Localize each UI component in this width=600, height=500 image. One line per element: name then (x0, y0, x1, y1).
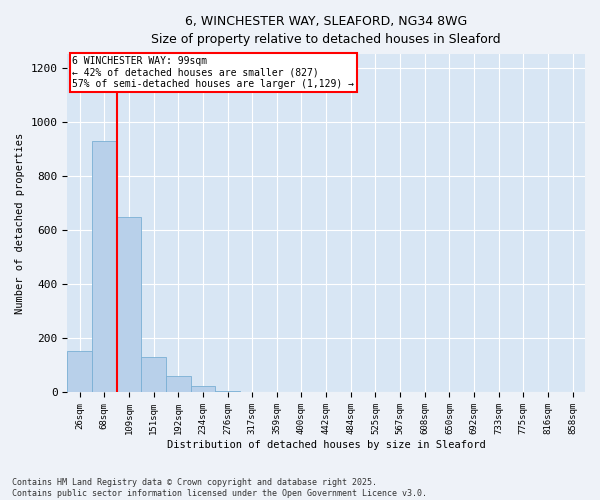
X-axis label: Distribution of detached houses by size in Sleaford: Distribution of detached houses by size … (167, 440, 485, 450)
Bar (141, 358, 166, 392)
Text: 6 WINCHESTER WAY: 99sqm
← 42% of detached houses are smaller (827)
57% of semi-d: 6 WINCHESTER WAY: 99sqm ← 42% of detache… (73, 56, 355, 89)
Bar (116, 216, 141, 392)
Bar (67, 350, 92, 393)
Bar (215, 391, 240, 392)
Bar (92, 140, 116, 392)
Bar (166, 376, 191, 392)
Title: 6, WINCHESTER WAY, SLEAFORD, NG34 8WG
Size of property relative to detached hous: 6, WINCHESTER WAY, SLEAFORD, NG34 8WG Si… (151, 15, 501, 46)
Text: Contains HM Land Registry data © Crown copyright and database right 2025.
Contai: Contains HM Land Registry data © Crown c… (12, 478, 427, 498)
Y-axis label: Number of detached properties: Number of detached properties (15, 132, 25, 314)
Bar (191, 386, 215, 392)
